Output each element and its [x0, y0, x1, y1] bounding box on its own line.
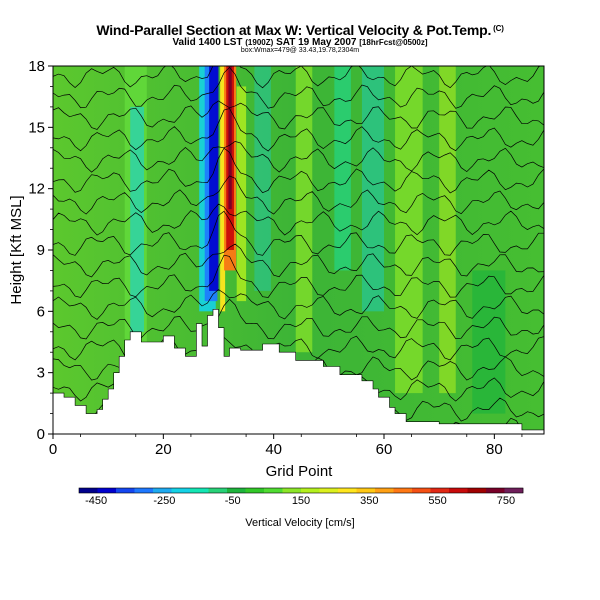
colorbar-swatch: [134, 488, 154, 493]
colorbar-tick-label: 750: [497, 495, 515, 507]
colorbar-swatch: [245, 488, 265, 493]
y-tick-label: 15: [28, 119, 45, 136]
colorbar-swatch: [338, 488, 357, 493]
colorbar-swatch: [171, 488, 191, 493]
title-text: Wind-Parallel Section at Max W: Vertical…: [96, 22, 492, 38]
x-tick-label: 60: [376, 441, 393, 458]
velocity-shading: [124, 66, 506, 414]
colorbar-swatch: [356, 488, 376, 493]
y-tick-label: 9: [37, 242, 45, 259]
colorbar-swatch: [375, 488, 394, 493]
x-axis: 0 20 40 60 80: [49, 434, 523, 458]
valid-prefix: Valid 1400 LST: [172, 37, 243, 48]
terrain-mask: [53, 309, 544, 434]
shade-band: [439, 66, 456, 394]
colorbar-swatch: [393, 488, 413, 493]
theta-contour: [53, 141, 544, 173]
shade-band: [472, 270, 506, 414]
colorbar-swatch: [208, 488, 228, 493]
chart-title: Wind-Parallel Section at Max W: Vertical…: [0, 22, 600, 38]
colorbar-tick-label: 150: [292, 495, 310, 507]
colorbar-swatch: [430, 488, 450, 493]
y-tick-label: 12: [28, 181, 45, 198]
valid-suffix: [18hrFcst@0500z]: [359, 38, 428, 47]
colorbar-tick-label: -450: [85, 495, 107, 507]
colorbar-swatch: [97, 488, 117, 493]
shade-band: [295, 66, 313, 353]
x-axis-label: Grid Point: [266, 463, 334, 480]
colorbar-swatch: [153, 488, 172, 493]
shade-band: [395, 66, 423, 394]
theta-contour: [53, 100, 544, 130]
colorbar-swatch: [79, 488, 98, 493]
valid-date: SAT 19 May 2007: [276, 37, 357, 48]
colorbar-frame: [78, 487, 524, 494]
colorbar-tick-label: 550: [428, 495, 446, 507]
theta-contour: [53, 147, 544, 194]
y-tick-label: 3: [37, 365, 45, 382]
colorbar-swatch: [504, 488, 524, 493]
theta-contour: [53, 203, 544, 236]
colorbar: -450 -250 -50 150 350 550 750: [78, 487, 524, 507]
shade-band: [254, 66, 271, 291]
shade-band: [209, 66, 219, 291]
shade-band: [228, 66, 232, 210]
colorbar-swatch: [467, 488, 487, 493]
colorbar-swatch: [449, 488, 468, 493]
valid-utc: (1900Z): [245, 38, 274, 47]
chart-subtitle: box:Wmax=479@ 33.43,19.78,2304m: [240, 47, 360, 54]
colorbar-swatch: [282, 488, 302, 493]
shade-band: [361, 66, 385, 312]
valid-time-line: Valid 1400 LST (1900Z) SAT 19 May 2007 […: [0, 37, 600, 48]
y-tick-label: 0: [37, 426, 45, 443]
y-axis-label: Height [Kft MSL]: [8, 195, 25, 304]
theta-contour: [53, 66, 544, 109]
colorbar-swatch: [264, 488, 283, 493]
x-tick-label: 0: [49, 441, 57, 458]
theta-contour: [53, 175, 544, 215]
shade-band: [130, 106, 145, 332]
colorbar-swatch: [116, 488, 135, 493]
shade-band: [236, 86, 247, 302]
shade-band: [334, 66, 351, 271]
theta-contour: [53, 243, 544, 278]
colorbar-swatch: [412, 488, 431, 493]
colorbar-label: Vertical Velocity [cm/s]: [245, 517, 354, 529]
title-mark: (C): [493, 24, 504, 33]
y-tick-label: 6: [37, 303, 45, 320]
theta-contour: [53, 66, 541, 89]
plot-area: [53, 66, 544, 434]
y-tick-label: 18: [28, 58, 45, 75]
colorbar-swatch: [319, 488, 339, 493]
colorbar-swatch: [227, 488, 246, 493]
colorbar-swatch: [486, 488, 505, 493]
theta-contour: [53, 210, 544, 256]
x-tick-label: 40: [265, 441, 282, 458]
y-axis: 0 3 6 9 12 15 18: [28, 58, 53, 443]
theta-contour: [53, 108, 544, 152]
theta-contour: [53, 289, 544, 320]
colorbar-tick-label: 350: [360, 495, 378, 507]
colorbar-tick-label: -50: [225, 495, 241, 507]
colorbar-swatch: [190, 488, 209, 493]
x-tick-label: 20: [155, 441, 172, 458]
colorbar-swatch: [301, 488, 320, 493]
colorbar-tick-label: -250: [153, 495, 175, 507]
x-tick-label: 80: [486, 441, 503, 458]
theta-contour: [53, 254, 544, 298]
shade-band: [220, 66, 226, 312]
